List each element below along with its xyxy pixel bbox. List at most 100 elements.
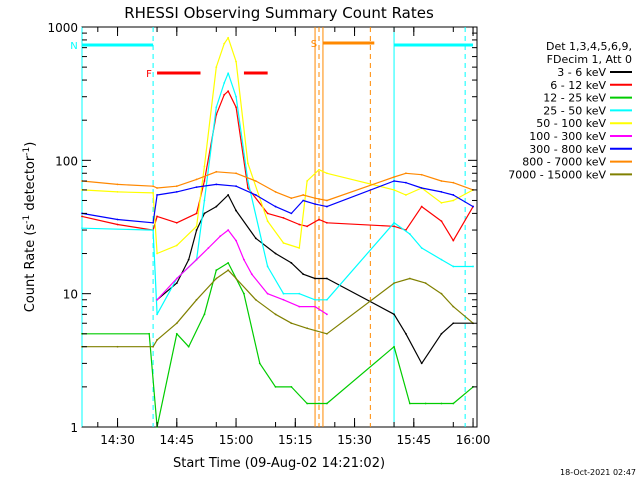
series-point <box>223 93 226 96</box>
y-tick-label: 1 <box>70 421 78 435</box>
series-point <box>393 180 395 182</box>
series-point <box>298 305 301 308</box>
series-point <box>175 185 178 188</box>
y-tick-label: 100 <box>55 154 78 168</box>
series-point <box>81 215 83 218</box>
series-point <box>247 162 249 165</box>
series-point <box>175 244 178 247</box>
series-point <box>452 239 455 242</box>
series-point <box>326 172 328 175</box>
series-point <box>203 199 206 202</box>
x-tick-label: 15:15 <box>278 433 313 447</box>
series-point <box>326 313 328 316</box>
series-point <box>452 265 455 268</box>
series-point <box>247 187 249 189</box>
series-point <box>393 345 395 348</box>
series-point <box>227 194 230 196</box>
x-tick-label: 16:00 <box>456 433 491 447</box>
series-point <box>223 42 226 45</box>
series-point <box>440 292 443 295</box>
legend-entry-label: 3 - 6 keV <box>557 66 606 79</box>
series-point <box>326 199 328 202</box>
series-point <box>227 262 230 264</box>
series-point <box>302 273 305 276</box>
series-point <box>215 170 218 173</box>
series-point <box>187 258 190 261</box>
series-point <box>393 189 395 191</box>
series-point <box>195 258 198 261</box>
series-point <box>472 205 474 208</box>
series-point <box>235 277 237 280</box>
series-point <box>156 194 158 196</box>
legend-entry-label: 6 - 12 keV <box>550 79 606 92</box>
series-point <box>247 180 249 182</box>
series-point <box>215 66 218 69</box>
series-point <box>195 212 198 215</box>
series-point <box>207 247 210 249</box>
series-line <box>156 229 328 315</box>
series-point <box>274 205 277 208</box>
series-point <box>266 265 269 268</box>
series-point <box>452 199 455 202</box>
series-point <box>187 345 190 348</box>
series-point <box>116 183 119 186</box>
series-point <box>420 362 423 365</box>
x-tick-label: 14:30 <box>100 433 135 447</box>
series-point <box>175 277 178 280</box>
series-point <box>235 106 237 109</box>
series-point <box>302 194 305 196</box>
series-point <box>156 339 158 341</box>
series-point <box>235 172 237 175</box>
series-point <box>156 252 158 255</box>
series-line <box>81 171 474 202</box>
series-point <box>393 313 395 316</box>
series-point <box>420 187 423 189</box>
series-point <box>306 402 309 405</box>
series-point <box>274 190 277 193</box>
series-point <box>227 229 230 231</box>
series-point <box>306 327 309 330</box>
series-point <box>290 262 293 264</box>
series-point <box>203 165 206 168</box>
chart-title: RHESSI Observing Summary Count Rates <box>124 4 434 22</box>
series-point <box>424 402 427 405</box>
series-point <box>318 402 320 405</box>
legend-entry-label: 100 - 300 keV <box>529 130 606 143</box>
series-point <box>290 197 293 200</box>
series-point <box>195 229 198 231</box>
x-tick-label: 15:45 <box>397 433 432 447</box>
x-axis-label: Start Time (09-Aug-02 14:21:02) <box>173 456 385 471</box>
series-point <box>195 225 198 228</box>
series-point <box>266 220 269 223</box>
series-point <box>156 215 158 218</box>
series-point <box>227 269 230 272</box>
series-point <box>472 265 474 268</box>
series-line <box>156 194 474 364</box>
series-line <box>81 90 474 242</box>
series-point <box>175 221 178 224</box>
series-point <box>254 298 257 301</box>
series-point <box>452 181 455 184</box>
series-point <box>148 332 151 335</box>
series-point <box>227 90 230 93</box>
series-point <box>203 212 206 215</box>
series-point <box>274 385 277 388</box>
series-point <box>326 277 328 280</box>
series-point <box>274 313 277 316</box>
series-point <box>215 205 218 208</box>
series-point <box>235 185 237 188</box>
legend-header: FDecim 1, Att 0 <box>547 53 632 66</box>
series-point <box>302 199 305 202</box>
series-point <box>298 223 301 226</box>
y-tick-label: 10 <box>63 288 78 302</box>
series-point <box>393 282 395 285</box>
series-point <box>282 217 285 219</box>
legend-entry-label: 800 - 7000 keV <box>522 156 606 169</box>
series-point <box>420 173 423 176</box>
series-point <box>243 258 245 261</box>
series-point <box>314 298 316 301</box>
series-point <box>195 178 198 181</box>
legend-entry-label: 300 - 800 keV <box>529 143 606 156</box>
series-point <box>290 385 293 388</box>
legend-entry-label: 50 - 100 keV <box>536 117 606 130</box>
